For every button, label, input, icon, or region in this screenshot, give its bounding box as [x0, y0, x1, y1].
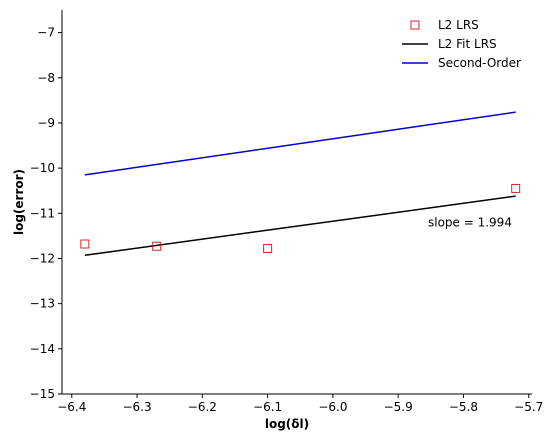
- x-tick-label: −5.9: [384, 400, 413, 414]
- axes: −6.4 −6.3 −6.2 −6.1 −6.0 −5.9 −5.8 −5.7 −15 −14 −1…: [12, 10, 543, 431]
- plot-area: [80, 111, 521, 257]
- x-tick-label: −6.4: [57, 400, 86, 414]
- y-axis-title: log(error): [12, 169, 26, 235]
- data-point-0-2: [263, 244, 273, 254]
- y-tick-label: −7: [37, 26, 55, 40]
- y-tick-label: −12: [30, 251, 55, 265]
- x-tick-label: −6.3: [122, 400, 151, 414]
- series-line-1: [84, 195, 516, 257]
- legend: L2 LRS L2 Fit LRS Second-Order: [402, 18, 521, 70]
- y-tick-label: −10: [30, 161, 55, 175]
- slope-annotation: slope = 1.994: [428, 215, 512, 229]
- series-line-2: [84, 111, 516, 176]
- legend-label-0: L2 LRS: [438, 18, 479, 32]
- x-tick-label: −5.8: [449, 400, 478, 414]
- y-tick-label: −9: [37, 116, 55, 130]
- y-tick-label: −15: [30, 387, 55, 401]
- x-tick-label: −5.7: [514, 400, 543, 414]
- data-point-0-3: [511, 183, 521, 193]
- x-tick-label: −6.0: [318, 400, 347, 414]
- data-point-0-0: [80, 239, 90, 249]
- y-tick-label: −14: [30, 342, 55, 356]
- legend-label-1: L2 Fit LRS: [438, 37, 497, 51]
- y-tick-label: −11: [30, 206, 55, 220]
- y-tick-label: −8: [37, 71, 55, 85]
- data-point-0-1: [152, 241, 162, 251]
- x-axis-title: log(δl): [265, 417, 309, 431]
- x-tick-label: −6.2: [188, 400, 217, 414]
- legend-label-2: Second-Order: [438, 56, 521, 70]
- annotations: slope = 1.994: [428, 215, 512, 229]
- legend-marker-0: [410, 20, 420, 30]
- y-tick-label: −13: [30, 297, 55, 311]
- x-tick-label: −6.1: [253, 400, 282, 414]
